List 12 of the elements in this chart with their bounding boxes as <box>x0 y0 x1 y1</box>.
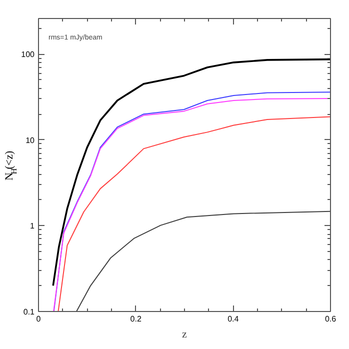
x-tick-label: 0.2 <box>130 314 142 324</box>
line-series <box>52 58 330 287</box>
x-tick-label: 0.4 <box>228 314 240 324</box>
x-tick-label: 0.6 <box>324 314 337 324</box>
line-series <box>76 210 330 312</box>
x-axis-title: z <box>182 328 188 340</box>
y-tick-label: 10 <box>26 136 36 145</box>
y-tick-label: 100 <box>21 50 36 60</box>
x-tick-label: 0 <box>36 314 42 324</box>
y-axis-title: NH(<z) <box>4 150 18 181</box>
y-tick-label: 0.1 <box>23 308 36 316</box>
y-tick-label: 1 <box>30 222 36 231</box>
